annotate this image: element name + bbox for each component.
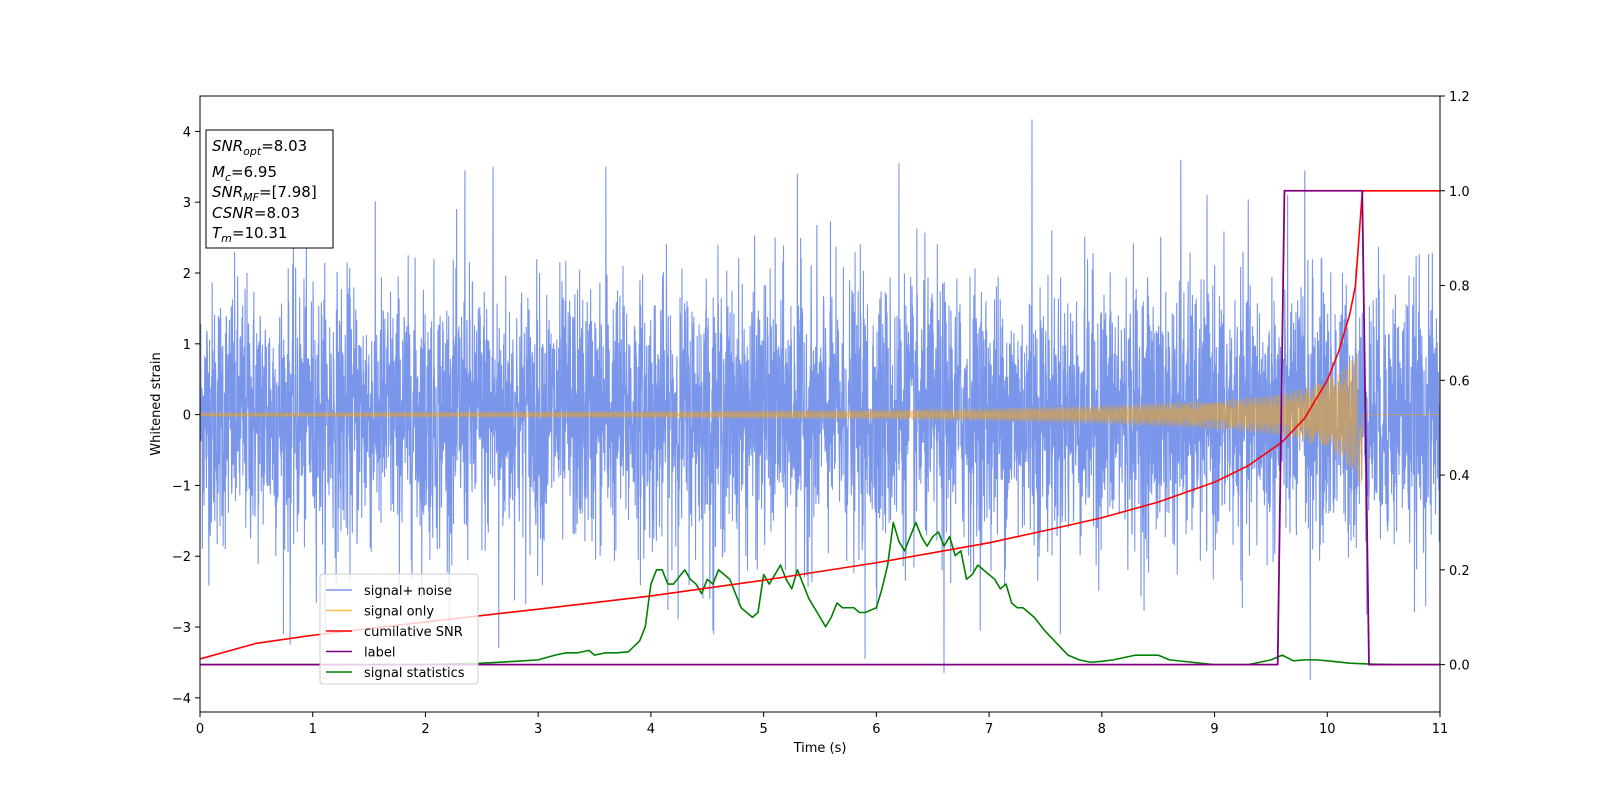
x-tick-label: 1 <box>309 722 317 737</box>
info-tm: Tm=10.31 <box>212 224 287 245</box>
x-tick-label: 0 <box>196 722 204 737</box>
label-line <box>200 189 1440 666</box>
x-tick-label: 8 <box>1098 722 1106 737</box>
y-right-tick-label: 1.0 <box>1449 185 1470 200</box>
y-left-tick-label: 4 <box>183 125 191 140</box>
y-axis-right: 0.0 0.2 0.4 0.6 0.8 1.0 1.2 <box>1440 90 1470 674</box>
y-right-tick-label: 0.0 <box>1449 659 1470 674</box>
plot-area <box>200 119 1440 681</box>
x-tick-label: 9 <box>1210 722 1218 737</box>
y-left-tick-label: 2 <box>183 267 191 282</box>
info-snr-mf: SNRMF=[7.98] <box>212 183 317 204</box>
legend: signal+ noise signal only cumilative SNR la… <box>319 573 479 685</box>
signal-statistics-series <box>200 521 1440 666</box>
y-left-tick-label: −3 <box>172 621 191 636</box>
info-box-frame <box>205 129 334 249</box>
cumulative-snr-series <box>200 189 1440 660</box>
x-tick-label: 6 <box>872 722 880 737</box>
x-tick-label: 7 <box>985 722 993 737</box>
y-right-tick-label: 0.6 <box>1449 374 1470 389</box>
signal-only-series <box>200 352 1440 485</box>
legend-label: label <box>364 646 395 661</box>
info-snr-opt: SNRopt=8.03 <box>212 137 307 158</box>
info-mc: Mc=6.95 <box>212 163 277 184</box>
y-right-tick-label: 1.2 <box>1449 90 1470 105</box>
label-series <box>200 189 1440 666</box>
y-left-tick-label: −2 <box>172 550 191 565</box>
y-left-tick-label: −1 <box>172 479 191 494</box>
legend-frame <box>319 573 479 685</box>
y-right-tick-label: 0.8 <box>1449 280 1470 295</box>
info-box: SNRopt=8.03 Mc=6.95 SNRMF=[7.98] CSNR=8.… <box>205 129 334 249</box>
info-csnr: CSNR=8.03 <box>212 204 300 222</box>
x-axis-label: Time (s) <box>793 741 847 756</box>
y-right-tick-label: 0.2 <box>1449 564 1470 579</box>
y-axis-left: −4 −3 −2 −1 0 1 2 3 4 <box>172 125 200 707</box>
signal-statistics-line <box>200 521 1440 666</box>
signal-only-line <box>200 352 1440 485</box>
x-tick-label: 2 <box>421 722 429 737</box>
x-axis: 0 1 2 3 4 5 6 7 8 9 10 11 <box>196 712 1448 737</box>
x-tick-label: 3 <box>534 722 542 737</box>
y-axis-left-label: Whitened strain <box>149 352 164 455</box>
legend-label: cumilative SNR <box>364 625 463 640</box>
x-tick-label: 11 <box>1432 722 1449 737</box>
x-tick-label: 5 <box>759 722 767 737</box>
y-left-tick-label: 1 <box>183 338 191 353</box>
legend-label: signal statistics <box>364 666 465 681</box>
cumilative-snr-line <box>200 189 1440 660</box>
y-right-tick-label: 0.4 <box>1449 469 1470 484</box>
plot-frame <box>199 95 1441 713</box>
x-tick-label: 4 <box>647 722 655 737</box>
legend-label: signal+ noise <box>364 584 452 599</box>
y-left-tick-label: 0 <box>183 409 191 424</box>
x-tick-label: 10 <box>1319 722 1336 737</box>
y-left-tick-label: 3 <box>183 196 191 211</box>
legend-label: signal only <box>364 605 434 620</box>
y-left-tick-label: −4 <box>172 692 191 707</box>
